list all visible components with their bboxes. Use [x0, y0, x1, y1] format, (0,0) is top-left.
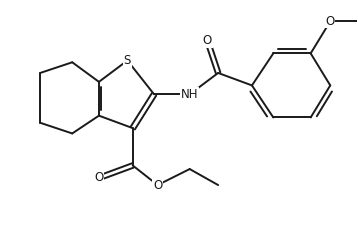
Text: O: O: [326, 15, 335, 28]
Text: O: O: [153, 179, 162, 192]
Text: O: O: [94, 171, 103, 184]
Text: O: O: [203, 34, 212, 47]
Text: NH: NH: [181, 88, 198, 101]
Text: S: S: [124, 54, 131, 67]
